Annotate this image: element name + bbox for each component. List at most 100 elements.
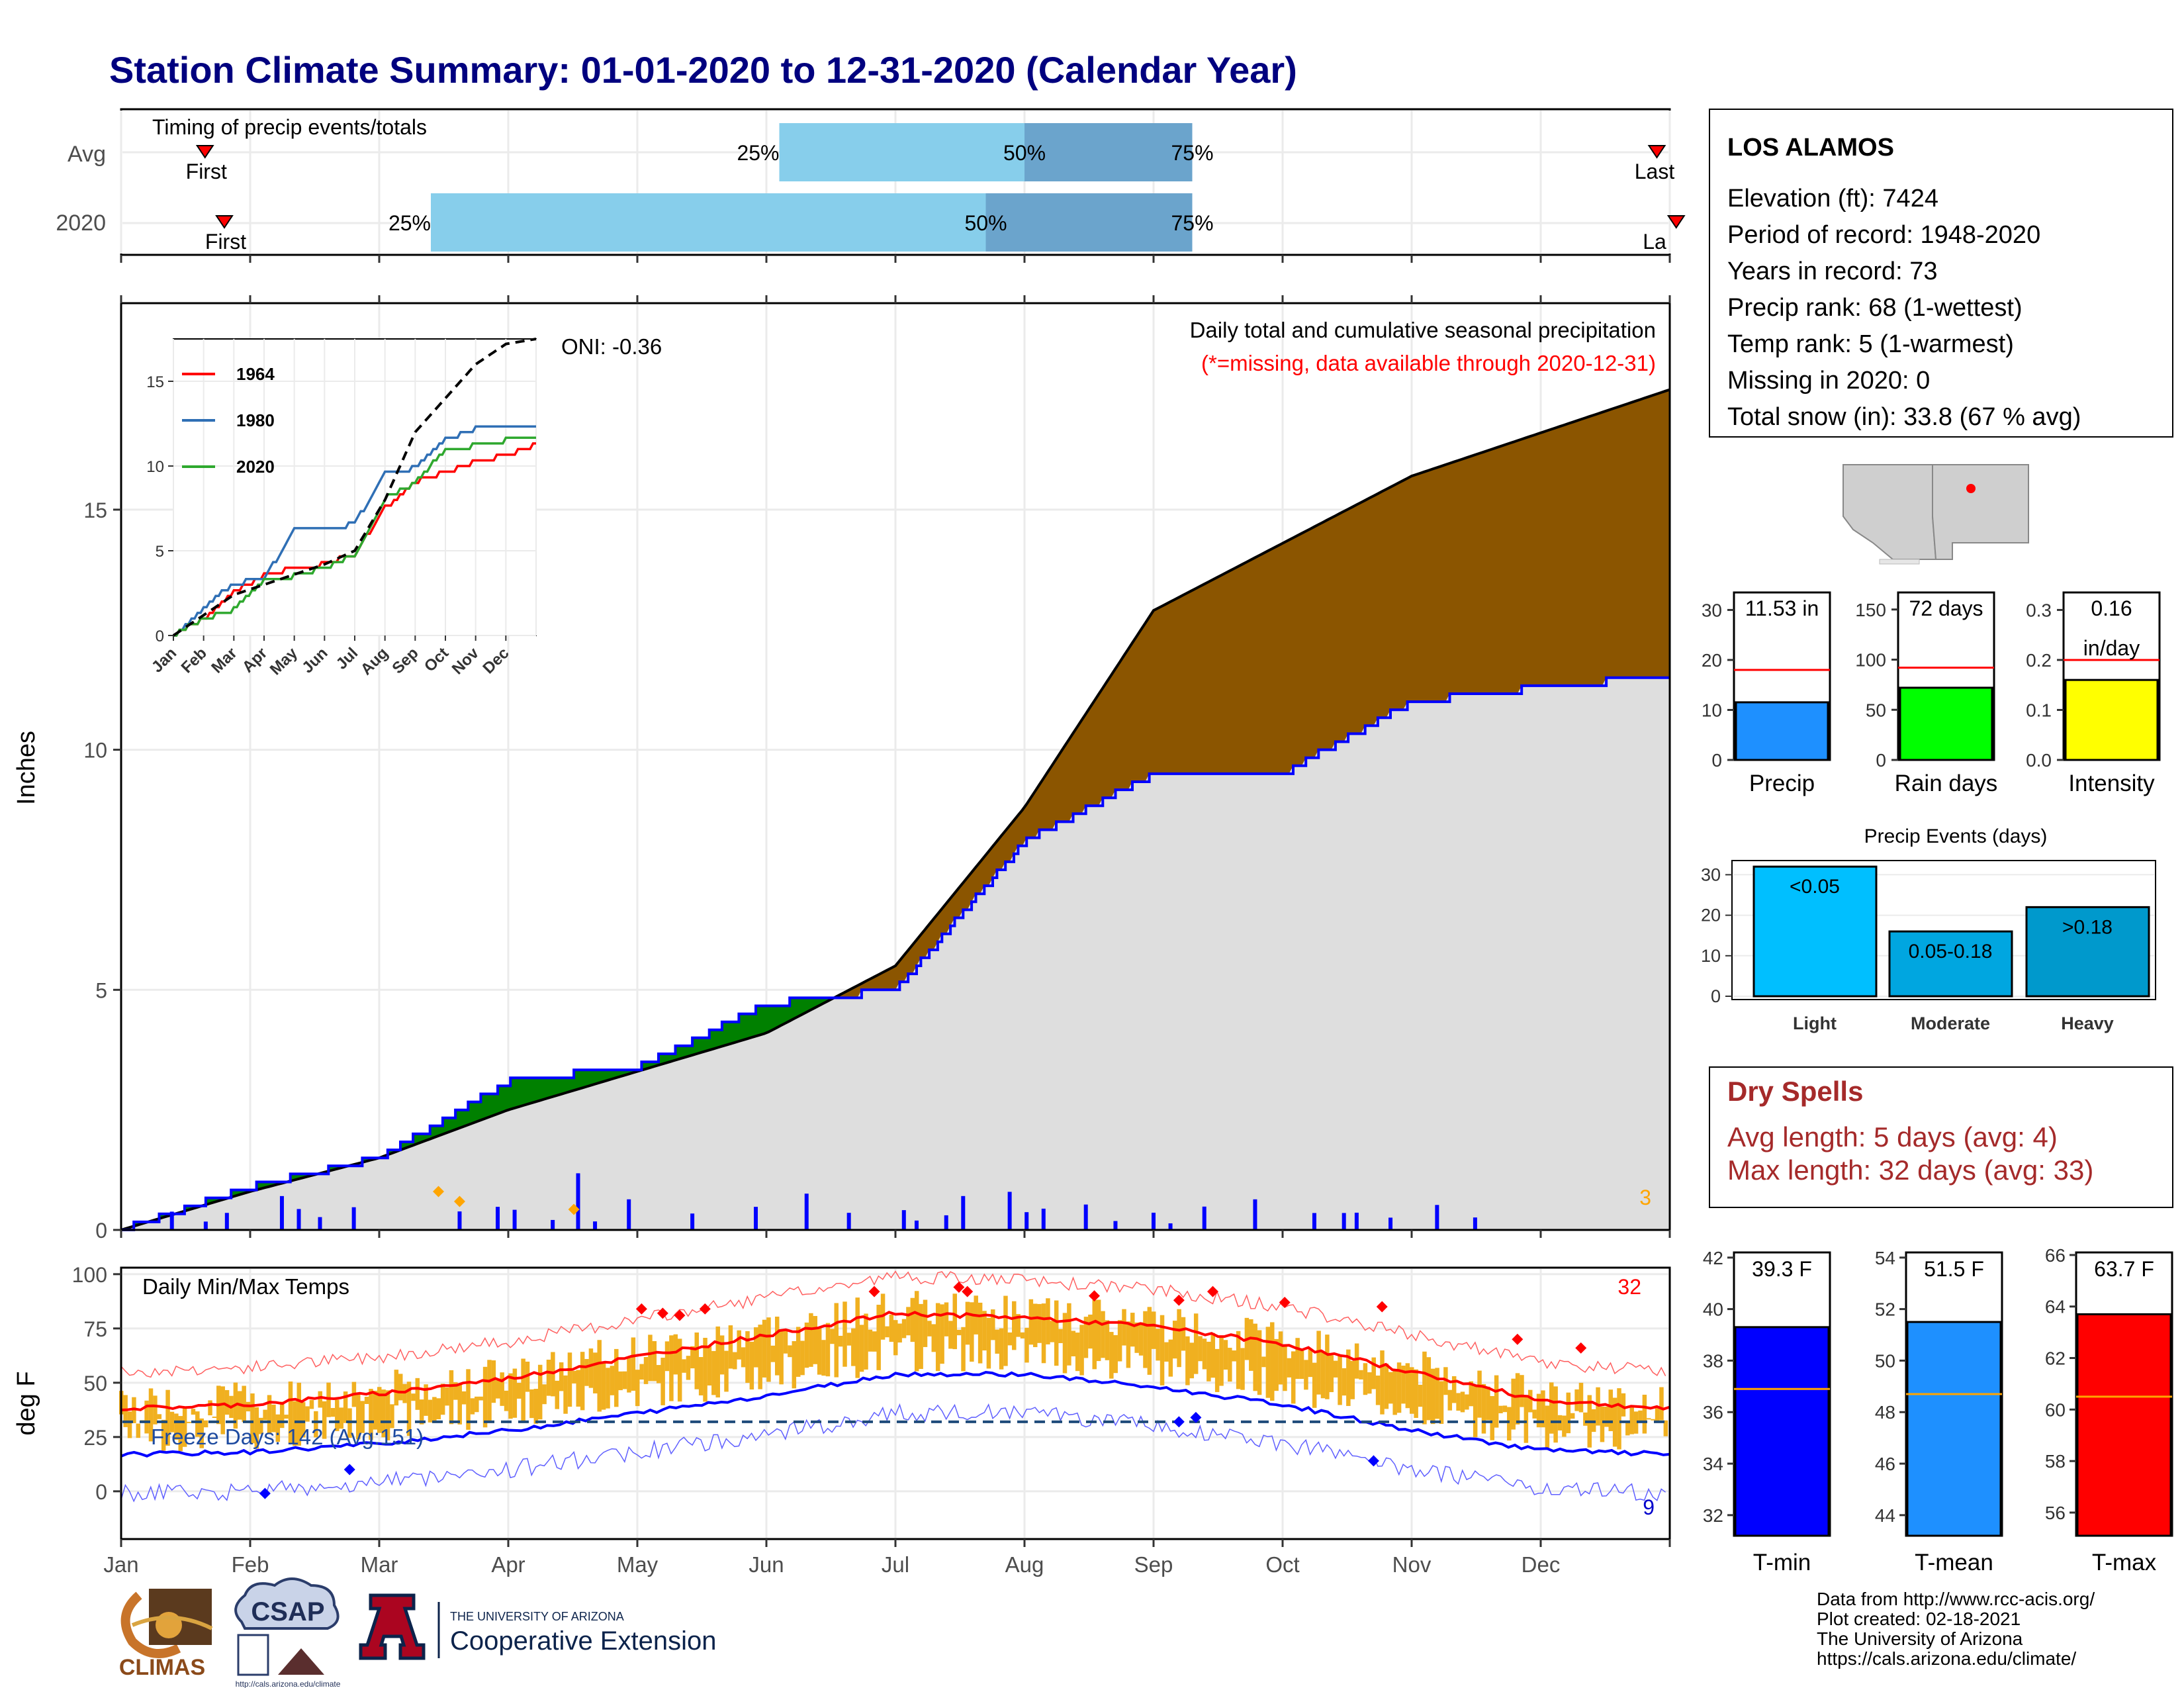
daily-temp-bar (851, 1328, 856, 1366)
daily-temp-bar (664, 1341, 670, 1372)
record-high-marker (635, 1303, 647, 1315)
daily-temp-bar (1430, 1368, 1435, 1425)
temp-bar-y-tick-label: 36 (1703, 1402, 1723, 1423)
daily-temp-bar (1629, 1405, 1634, 1434)
daily-precip-bar (1202, 1206, 1206, 1230)
daily-temp-bar (1020, 1332, 1025, 1338)
daily-temp-bar (305, 1406, 310, 1422)
first-event-label: First (205, 230, 246, 254)
daily-temp-bar (1350, 1360, 1355, 1399)
daily-temp-bar (300, 1402, 306, 1438)
daily-temp-bar (698, 1357, 704, 1395)
daily-temp-bar (817, 1327, 822, 1375)
temp-bar-y-tick-label: 52 (1875, 1299, 1895, 1320)
oni-label: ONI: -0.36 (561, 334, 662, 359)
temp-bar-fill (2076, 1313, 2172, 1537)
daily-temp-bar (906, 1307, 911, 1336)
daily-temp-bar (335, 1399, 340, 1431)
station-line-3: Precip rank: 68 (1-wettest) (1727, 294, 2023, 322)
daily-temp-bar (1532, 1409, 1537, 1419)
daily-temp-bar (618, 1371, 623, 1391)
daily-temp-bar (1232, 1350, 1236, 1362)
precip-y-tick-label: 5 (95, 978, 107, 1002)
mini-bar-label: Precip (1749, 771, 1815, 796)
daily-temp-bar (1037, 1303, 1042, 1343)
inset-y-tick-label: 5 (156, 543, 164, 561)
first-event-marker (195, 145, 214, 159)
daily-temp-bar (779, 1331, 784, 1385)
daily-temp-bar (1608, 1389, 1613, 1431)
daily-temp-bar (436, 1398, 441, 1420)
daily-temp-bar (754, 1327, 758, 1368)
daily-temp-bar (944, 1302, 949, 1336)
daily-temp-bar (1071, 1331, 1076, 1356)
daily-temp-bar (1193, 1313, 1199, 1374)
daily-temp-bar (508, 1373, 513, 1419)
daily-temp-bar (449, 1370, 454, 1425)
daily-temp-bar (1494, 1375, 1499, 1428)
daily-temp-bar (889, 1315, 894, 1342)
events-bar-label: 0.05-0.18 (1909, 941, 1993, 962)
record-low-marker (343, 1464, 355, 1476)
daily-temp-bar (1283, 1346, 1287, 1391)
daily-precip-bar (593, 1221, 598, 1230)
daily-temp-bar (250, 1393, 255, 1444)
daily-temp-bar (677, 1338, 682, 1402)
timing-panel: 25% 50% 75% First Last 25% 50% 75% First La Timin… (56, 108, 1686, 263)
daily-temp-bar (593, 1352, 598, 1393)
daily-precip-bar (690, 1213, 695, 1230)
daily-temp-bar (1058, 1329, 1063, 1344)
station-line-0: Elevation (ft): 7424 (1727, 185, 1938, 212)
daily-temp-bar (1079, 1325, 1084, 1376)
events-bar (1752, 865, 1878, 998)
daily-temp-bar (1270, 1322, 1275, 1401)
daily-temp-bar (1210, 1333, 1216, 1378)
daily-temp-bar (872, 1331, 877, 1352)
month-tick-label: Dec (1522, 1552, 1561, 1577)
daily-temp-bar (440, 1383, 445, 1415)
daily-temp-bar (195, 1411, 200, 1437)
record-high-marker (1207, 1286, 1218, 1297)
temp-bar-y-tick-label: 40 (1703, 1299, 1723, 1320)
daily-temp-bar (402, 1383, 407, 1403)
events-bar-label: >0.18 (2062, 916, 2113, 938)
daily-temp-bar (1633, 1411, 1639, 1434)
daily-temp-bar (148, 1388, 154, 1442)
daily-temp-bar (690, 1346, 695, 1369)
daily-temp-bar (364, 1396, 369, 1404)
footer-credits: Data from http://www.rcc-acis.org/ Plot … (1817, 1589, 2095, 1669)
daily-temp-bar (927, 1321, 932, 1336)
daily-temp-bar (796, 1327, 801, 1377)
daily-precip-bar (224, 1213, 229, 1230)
daily-precip-bar (1168, 1223, 1173, 1230)
daily-temp-bar (369, 1389, 373, 1440)
daily-temp-bar (1396, 1362, 1402, 1413)
daily-temp-bar (478, 1396, 483, 1401)
daily-temp-bar (1447, 1389, 1453, 1411)
month-tick-label: Apr (491, 1552, 525, 1577)
daily-precip-bar (1253, 1199, 1257, 1230)
daily-precip-bar (203, 1221, 208, 1230)
inset-legend-label: 1980 (236, 410, 275, 430)
snow-marker (433, 1186, 444, 1197)
mini-bar-label: Rain days (1895, 771, 1998, 796)
record-high-marker (1173, 1294, 1185, 1306)
daily-temp-bar (1536, 1393, 1541, 1428)
precip-observed-line (121, 676, 1670, 1231)
mini-bar-y-tick-label: 150 (1855, 600, 1886, 620)
daily-temp-bar (923, 1299, 928, 1347)
temp-bar-y-tick-label: 48 (1875, 1402, 1895, 1423)
daily-temp-bar (199, 1418, 204, 1448)
daily-temp-bar (1541, 1390, 1545, 1428)
daily-temp-bar (275, 1414, 281, 1442)
daily-temp-bar (995, 1329, 999, 1354)
daily-temp-bar (749, 1341, 754, 1390)
temp-bar-y-tick-label: 42 (1703, 1248, 1723, 1268)
record-high-marker (953, 1282, 965, 1293)
daily-precip-bar (914, 1220, 919, 1230)
daily-temp-bar (1528, 1389, 1533, 1413)
daily-temp-bar (546, 1360, 551, 1396)
daily-temp-bar (580, 1352, 585, 1411)
daily-temp-bar (1621, 1393, 1626, 1417)
